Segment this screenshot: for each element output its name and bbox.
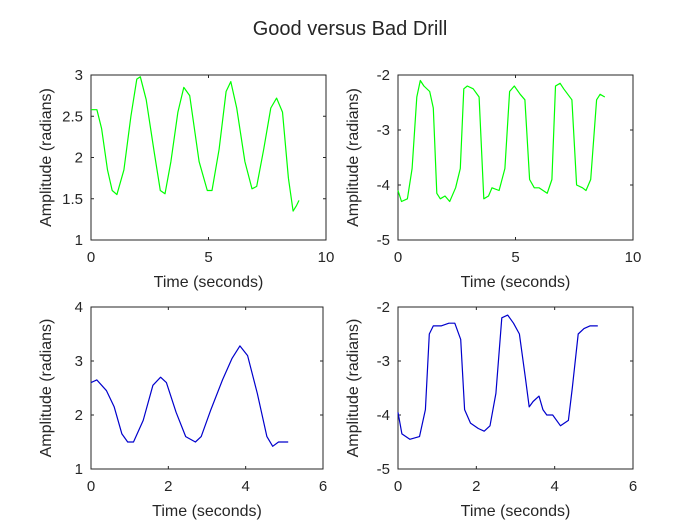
x-tick-label: 10 <box>625 249 642 266</box>
x-tick-label: 2 <box>164 478 172 495</box>
x-tick-label: 4 <box>550 478 558 495</box>
y-tick-label: 1.5 <box>62 191 83 208</box>
y-tick-label: -4 <box>377 407 390 424</box>
figure-title: Good versus Bad Drill <box>253 18 448 40</box>
y-tick-label: 1 <box>75 461 83 478</box>
x-tick-label: 6 <box>319 478 327 495</box>
x-tick-label: 0 <box>87 478 95 495</box>
y-tick-label: 2.5 <box>62 108 83 125</box>
series-line-1 <box>91 76 300 212</box>
plot-area <box>397 74 634 241</box>
plot-area <box>90 74 327 241</box>
y-tick-label: -5 <box>377 232 390 249</box>
y-tick-label: -5 <box>377 461 390 478</box>
y-tick-label: -2 <box>377 299 390 316</box>
x-tick-label: 2 <box>472 478 480 495</box>
x-tick-label: 6 <box>629 478 637 495</box>
x-tick-label: 10 <box>318 249 335 266</box>
y-tick-label: -3 <box>377 122 390 139</box>
y-axis-label: Amplitude (radians) <box>38 88 55 227</box>
x-axis-label: Time (seconds) <box>152 503 262 520</box>
y-tick-label: 2 <box>75 150 83 167</box>
y-tick-label: 4 <box>75 299 83 316</box>
subplot-2: 0 5 10 -5 -4 -3 -2 Time (seconds) Amplitude (rad… <box>345 67 641 291</box>
y-tick-label: 3 <box>75 67 83 84</box>
y-tick-label: -2 <box>377 67 390 84</box>
x-tick-label: 0 <box>394 249 402 266</box>
subplot-1: 0 5 10 1 1.5 2 2.5 3 Time (seconds) Amplitude (ra… <box>38 67 334 291</box>
x-tick-label: 5 <box>511 249 519 266</box>
x-axis-label: Time (seconds) <box>461 503 571 520</box>
x-tick-label: 4 <box>241 478 249 495</box>
y-tick-label: -4 <box>377 177 390 194</box>
y-axis-label: Amplitude (radians) <box>345 319 362 458</box>
y-tick-label: 2 <box>75 407 83 424</box>
y-tick-label: -3 <box>377 353 390 370</box>
subplot-3: 0 2 4 6 1 2 3 4 Time (seconds) Amplitude (radians… <box>38 299 327 520</box>
plot-area <box>90 306 324 470</box>
series-line-1 <box>397 79 606 203</box>
x-axis-label: Time (seconds) <box>154 274 264 291</box>
y-tick-label: 3 <box>75 353 83 370</box>
plot-area <box>397 306 634 470</box>
series-line-1 <box>397 314 598 440</box>
x-tick-label: 0 <box>394 478 402 495</box>
subplot-4: 0 2 4 6 -5 -4 -3 -2 Time (seconds) Amplitude (rad… <box>345 299 637 520</box>
x-tick-label: 0 <box>87 249 95 266</box>
x-axis-label: Time (seconds) <box>461 274 571 291</box>
series-line-1 <box>90 345 289 447</box>
y-tick-label: 1 <box>75 232 83 249</box>
y-axis-label: Amplitude (radians) <box>345 88 362 227</box>
x-tick-label: 5 <box>204 249 212 266</box>
y-axis-label: Amplitude (radians) <box>38 319 55 458</box>
